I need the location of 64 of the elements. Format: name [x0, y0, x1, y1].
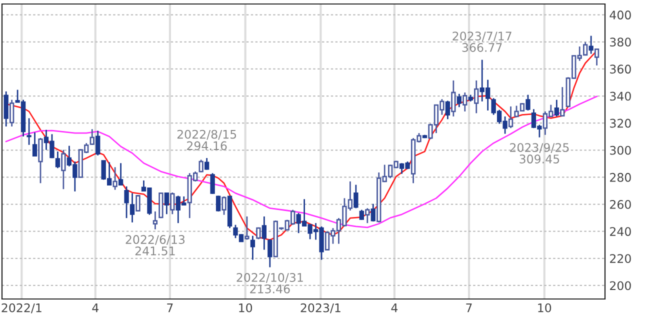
candlestick [250, 235, 256, 260]
y-tick-label: 400 [610, 10, 631, 20]
candlestick [55, 150, 60, 169]
y-tick-label: 380 [610, 38, 631, 47]
candlestick [112, 166, 118, 190]
candlestick [170, 192, 175, 215]
y-tick-label: 200 [610, 281, 631, 290]
candlestick [456, 93, 462, 108]
candlestick [474, 80, 479, 114]
candlestick [594, 48, 600, 66]
candlestick [61, 149, 66, 190]
y-tick-label: 360 [610, 64, 631, 74]
y-tick-label: 240 [610, 227, 631, 236]
y-tick-label: 340 [610, 92, 631, 101]
x-tick-label: 2022/1 [2, 303, 42, 314]
y-tick-label: 220 [610, 254, 631, 264]
annotation: 2022/8/15 294.16 [177, 130, 236, 150]
candlestick [4, 90, 8, 128]
candlestick [268, 238, 272, 268]
candlestick [26, 118, 32, 146]
candlestick [508, 106, 514, 129]
candlestick [554, 99, 559, 118]
y-tick-label: 300 [610, 146, 631, 155]
x-tick-label: 10 [538, 303, 552, 312]
x-tick-label: 2023/1 [300, 303, 340, 314]
candlestick [370, 203, 376, 222]
candlestick [32, 132, 38, 158]
candlestick [359, 209, 364, 221]
candlestick [210, 172, 215, 195]
annotation: 2023/9/25 309.45 [510, 143, 569, 164]
candlestick [204, 157, 210, 170]
candlestick [365, 208, 370, 224]
candlestick [244, 216, 250, 240]
candlestick [130, 192, 135, 224]
candlestick [124, 186, 129, 219]
candlestick [462, 92, 468, 112]
candlestick [164, 192, 170, 215]
candlestick [445, 100, 450, 120]
y-tick-label: 280 [610, 172, 631, 182]
y-tick-label: 260 [610, 200, 631, 209]
candlestick [262, 216, 267, 250]
candlestick [198, 159, 204, 173]
y-tick-label: 320 [610, 118, 631, 128]
candlestick [354, 184, 358, 209]
candlestick [152, 210, 158, 230]
candlestick [216, 195, 221, 212]
x-tick-label: 4 [92, 304, 98, 312]
candlestick [526, 94, 530, 112]
x-tick-label: 4 [391, 304, 398, 312]
x-tick-label: 10 [239, 303, 252, 312]
candlestick [588, 35, 594, 54]
annotation: 2022/6/13 241.51 [126, 235, 185, 256]
candlestick [38, 137, 43, 184]
candlestick [451, 80, 456, 118]
annotation: 2022/10/31 213.46 [236, 273, 303, 294]
candlestick [136, 195, 140, 212]
candlestick [222, 196, 226, 216]
candlestick [96, 130, 100, 156]
annotation: 2023/7/17 366.77 [452, 32, 512, 52]
candlestick [10, 99, 14, 128]
x-tick-label: 7 [167, 304, 173, 312]
x-tick-label: 7 [466, 304, 472, 312]
candlestick [560, 86, 565, 118]
candlestick [118, 162, 124, 186]
